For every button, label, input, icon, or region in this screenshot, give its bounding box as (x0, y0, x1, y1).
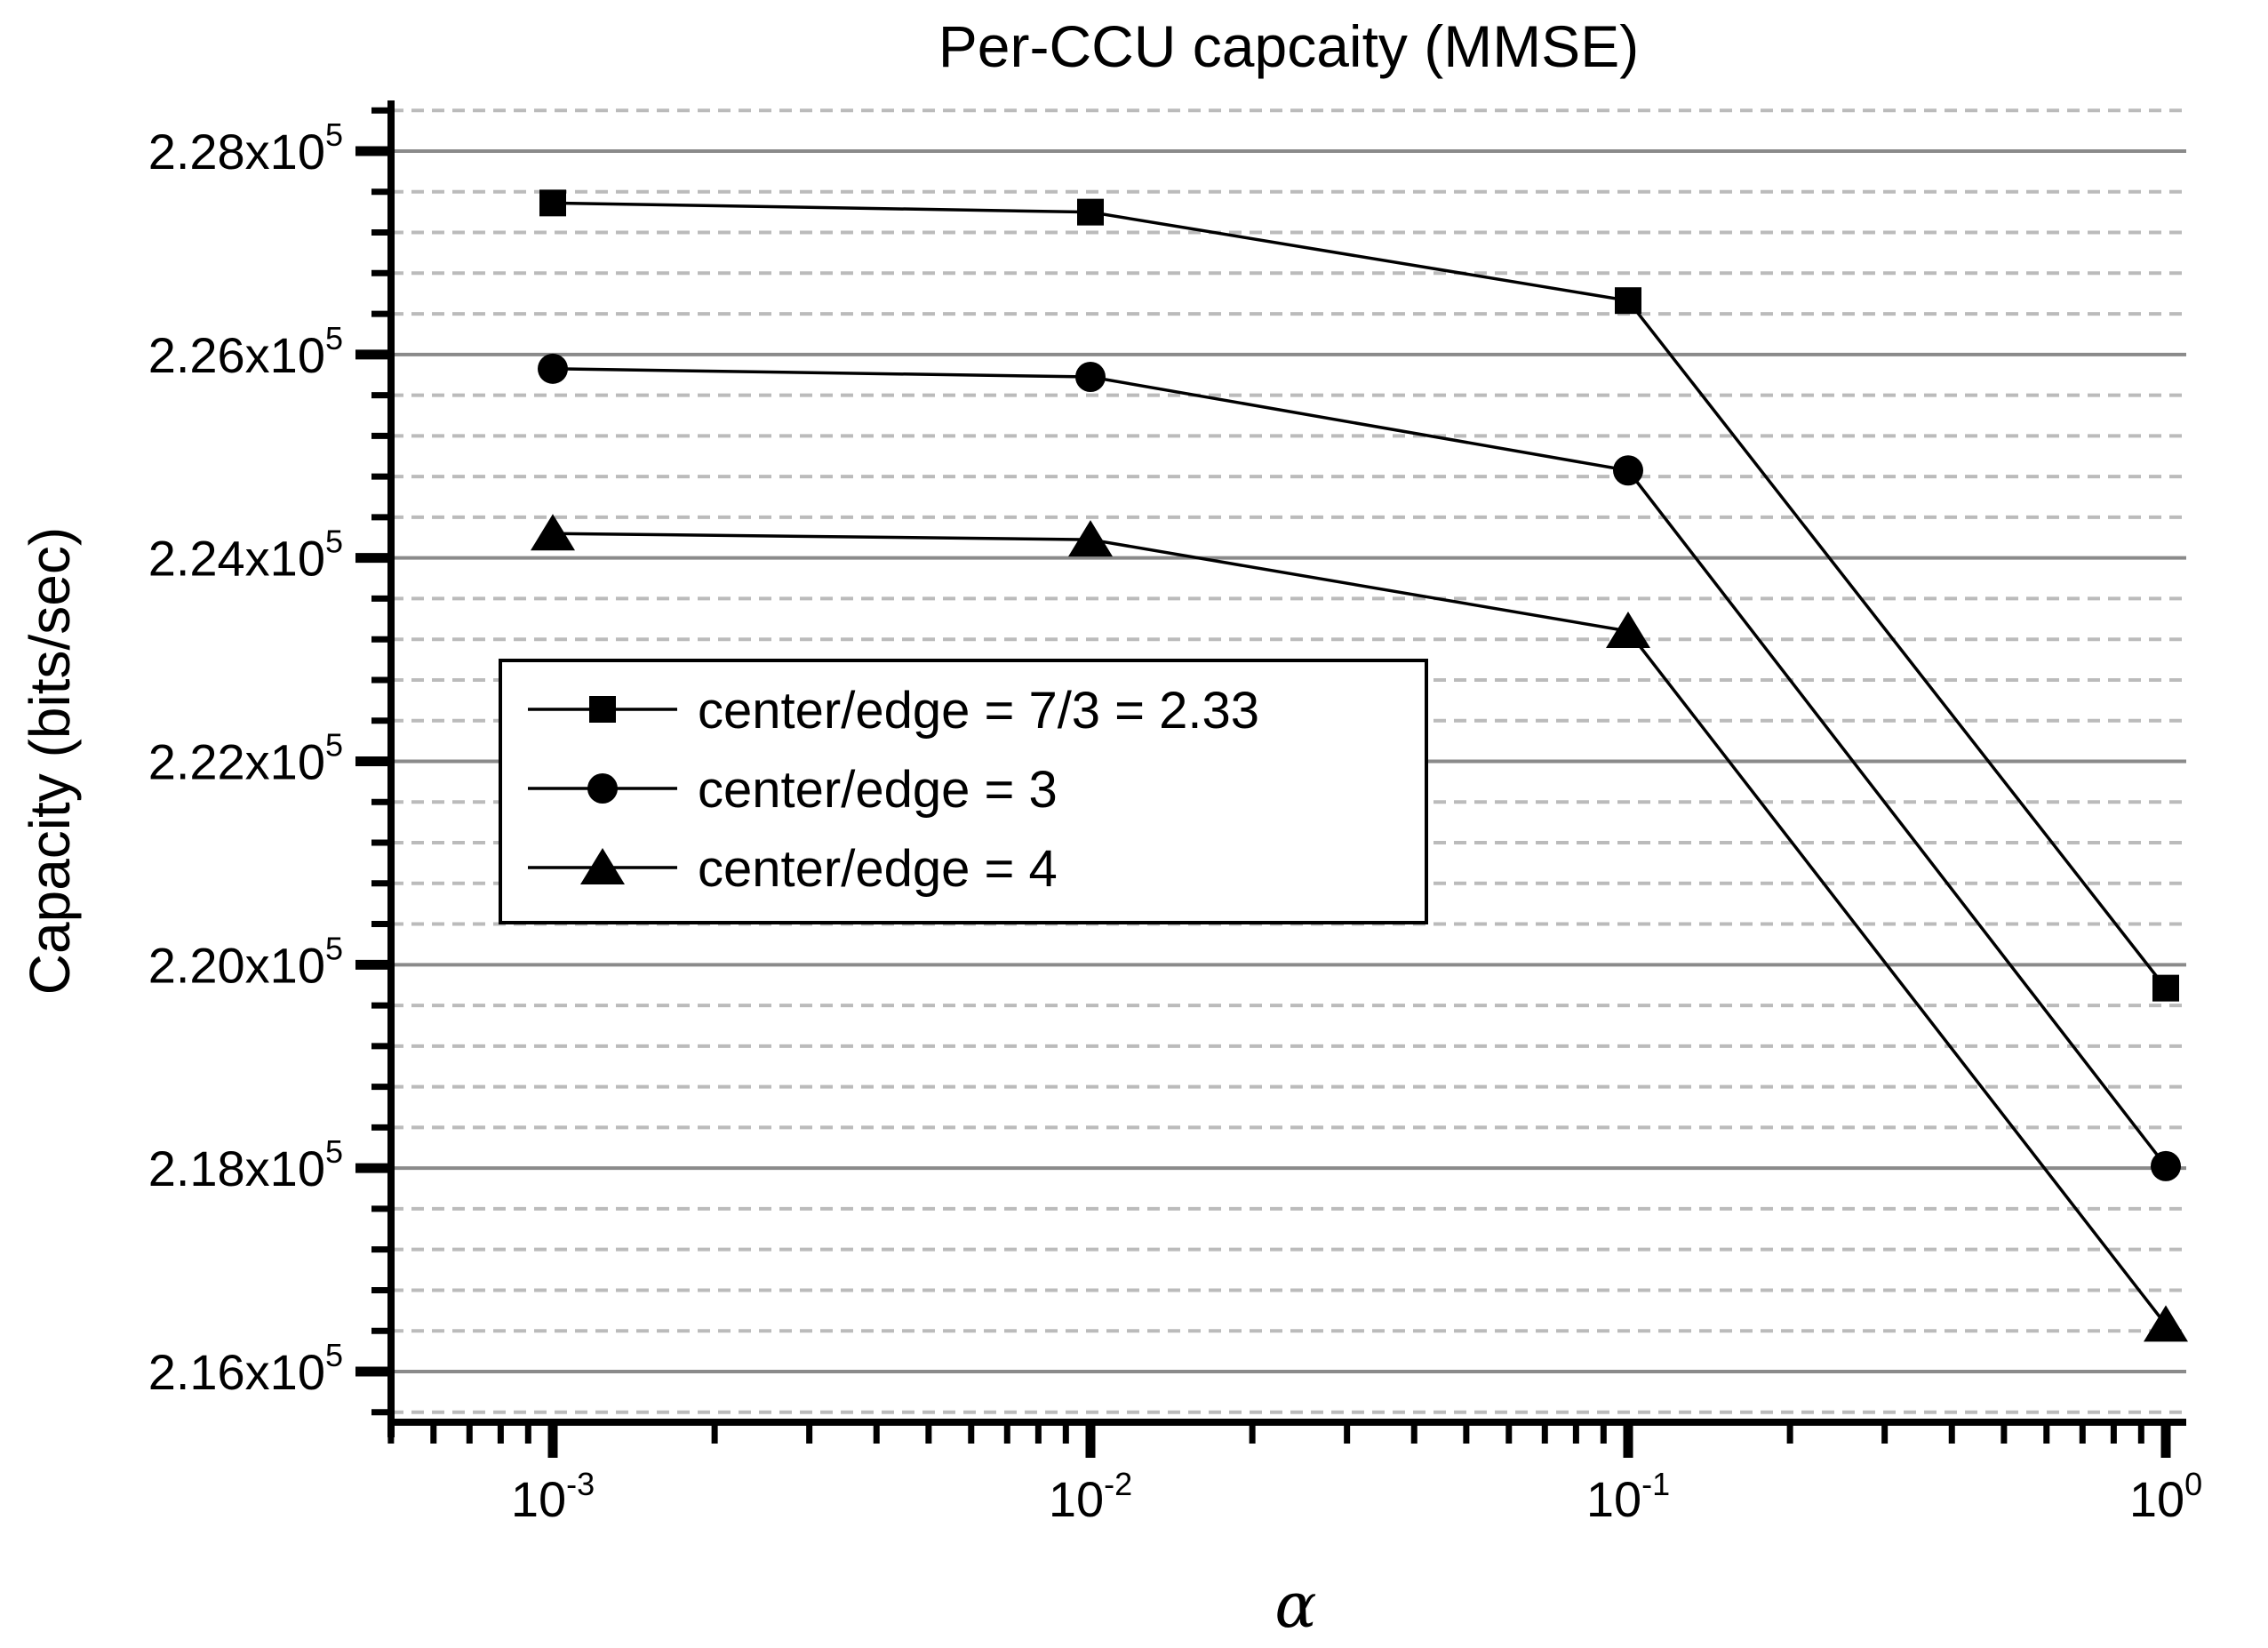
series-circle (538, 353, 2181, 1181)
legend-box (499, 659, 1428, 924)
y-tick-label: 2.20x105 (148, 930, 343, 993)
triangle-marker (2144, 1305, 2188, 1342)
series-line (552, 532, 2168, 1326)
legend-item: center/edge = 3 (528, 761, 1058, 819)
triangle-marker (1606, 612, 1650, 649)
y-tick-label: 2.28x105 (148, 116, 343, 180)
circle-marker (538, 353, 568, 384)
square-marker (539, 189, 566, 217)
legend-circle-marker (587, 773, 618, 804)
series-triangle (531, 514, 2188, 1342)
legend: center/edge = 7/3 = 2.33 center/edge = 3 c… (499, 659, 1428, 924)
square-marker (2152, 974, 2179, 1002)
triangle-marker (1068, 520, 1113, 557)
minor-gridlines (391, 108, 2186, 1414)
legend-triangle-marker (580, 848, 625, 884)
x-tick-label: 100 (2129, 1466, 2202, 1527)
series-line (552, 367, 2168, 1167)
triangle-marker (531, 514, 575, 551)
circle-marker (1613, 455, 1643, 486)
legend-item: center/edge = 7/3 = 2.33 (528, 682, 1259, 740)
chart-title: Per-CCU capcaity (MMSE) (938, 13, 1640, 79)
x-tick-label: 10-3 (511, 1466, 595, 1527)
series-square (539, 189, 2179, 1002)
y-tick-label: 2.24x105 (148, 524, 343, 587)
legend-item: center/edge = 4 (528, 840, 1058, 898)
legend-label: center/edge = 7/3 = 2.33 (698, 682, 1259, 740)
y-tick-label: 2.26x105 (148, 320, 343, 383)
x-tick-label: 10-2 (1049, 1466, 1132, 1527)
x-tick-label: 10-1 (1586, 1466, 1670, 1527)
y-tick-label: 2.18x105 (148, 1133, 343, 1196)
legend-label: center/edge = 4 (698, 840, 1058, 898)
ticks (355, 107, 2171, 1458)
x-axis-title: α (1274, 1569, 1317, 1642)
y-tick-label: 2.16x105 (148, 1337, 343, 1400)
square-marker (1615, 287, 1641, 315)
circle-marker (2151, 1150, 2181, 1181)
y-tick-label: 2.22x105 (148, 726, 343, 789)
circle-marker (1075, 362, 1106, 393)
tick-labels: 2.28x105 2.26x105 2.24x105 2.22x105 2.20x105… (148, 116, 2202, 1527)
series-line (552, 201, 2168, 989)
square-marker (1077, 198, 1104, 226)
legend-square-marker (589, 696, 616, 723)
legend-label: center/edge = 3 (698, 761, 1058, 819)
